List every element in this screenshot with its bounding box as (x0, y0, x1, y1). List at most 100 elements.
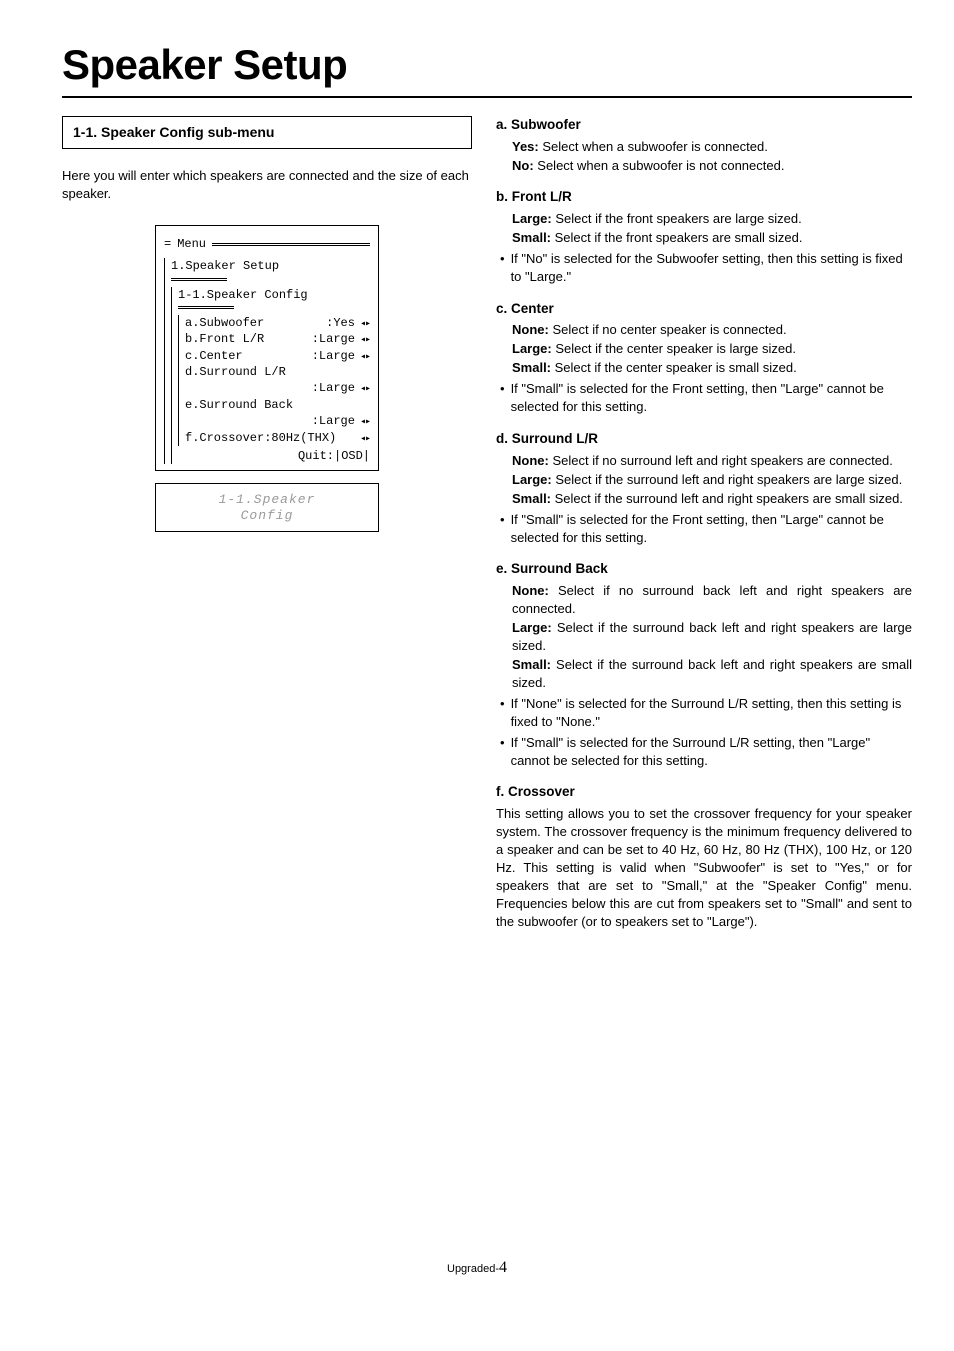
definition-item: None: Select if no surround left and rig… (512, 452, 912, 470)
osd-top-title: 1.Speaker Setup (171, 258, 370, 274)
nav-arrows-icon: ◂▸ (355, 417, 370, 428)
bullet-text: If "Small" is selected for the Front set… (511, 511, 912, 547)
page-title: Speaker Setup (62, 36, 912, 98)
definition-item: No: Select when a subwoofer is not conne… (512, 157, 912, 175)
lcd-display: 1-1.Speaker Config (155, 483, 379, 532)
bullet-text: If "None" is selected for the Surround L… (511, 695, 912, 731)
osd-row: b.Front L/R :Large ◂▸ (185, 331, 370, 348)
osd-row: c.Center :Large ◂▸ (185, 348, 370, 365)
osd-row-value: ◂▸ (355, 430, 370, 447)
osd-sub-title: 1-1.Speaker Config (178, 287, 370, 303)
definition-item: None: Select if no surround back left an… (512, 582, 912, 618)
osd-screen: = Menu 1.Speaker Setup 1-1.Speaker Confi… (155, 225, 379, 471)
nav-arrows-icon: ◂▸ (355, 319, 370, 330)
definition-list: None: Select if no surround left and rig… (496, 452, 912, 508)
definition-term: Large: (512, 211, 552, 226)
definition-item: Large: Select if the surround back left … (512, 619, 912, 655)
definition-term: Large: (512, 472, 552, 487)
osd-row: d.Surround L/R (185, 364, 370, 380)
definition-list: Large: Select if the front speakers are … (496, 210, 912, 247)
osd-menu-label: Menu (177, 236, 206, 252)
intro-text: Here you will enter which speakers are c… (62, 167, 472, 203)
section-crossover: f. Crossover This setting allows you to s… (496, 783, 912, 930)
osd-row-value: :Large ◂▸ (312, 331, 370, 348)
section: c. Center None: Select if no center speak… (496, 300, 912, 416)
definition-term: Yes: (512, 139, 539, 154)
definition-term: Small: (512, 657, 551, 672)
osd-divider-1 (171, 278, 227, 281)
osd-row: a.Subwoofer :Yes ◂▸ (185, 315, 370, 332)
page-footer: Upgraded-4 (0, 1257, 954, 1279)
osd-row-label: c.Center (185, 348, 243, 364)
osd-row-value: :Large ◂▸ (312, 348, 370, 365)
section-heading: a. Subwoofer (496, 116, 912, 135)
section-heading: c. Center (496, 300, 912, 319)
bullet-text: If "Small" is selected for the Front set… (511, 380, 912, 416)
section-heading: b. Front L/R (496, 188, 912, 207)
osd-rows: a.Subwoofer:Yes ◂▸b.Front L/R:Large ◂▸c.… (178, 315, 370, 446)
nav-arrows-icon: ◂▸ (355, 384, 370, 395)
osd-row-label: a.Subwoofer (185, 315, 264, 331)
footer-page-number: 4 (499, 1259, 507, 1276)
bullet-note: If "No" is selected for the Subwoofer se… (496, 250, 912, 286)
section: d. Surround L/R None: Select if no surrou… (496, 430, 912, 546)
osd-row-label: f.Crossover:80Hz(THX) (185, 430, 336, 446)
section: b. Front L/R Large: Select if the front s… (496, 188, 912, 285)
definition-item: Small: Select if the center speaker is s… (512, 359, 912, 377)
bullet-note: If "Small" is selected for the Front set… (496, 380, 912, 416)
section-heading: d. Surround L/R (496, 430, 912, 449)
definition-item: Large: Select if the center speaker is l… (512, 340, 912, 358)
footer-label: Upgraded- (447, 1263, 499, 1275)
definition-term: None: (512, 322, 549, 337)
definition-term: Small: (512, 230, 551, 245)
bullet-text: If "No" is selected for the Subwoofer se… (511, 250, 912, 286)
definition-item: Small: Select if the surround left and r… (512, 490, 912, 508)
osd-quit: Quit:|OSD| (178, 448, 370, 464)
crossover-body: This setting allows you to set the cross… (496, 805, 912, 931)
right-column: a. Subwoofer Yes: Select when a subwoofer… (496, 116, 912, 945)
definition-term: None: (512, 583, 549, 598)
osd-row: f.Crossover:80Hz(THX) ◂▸ (185, 430, 370, 447)
definition-list: None: Select if no center speaker is con… (496, 321, 912, 377)
osd-row: :Large ◂▸ (185, 380, 370, 397)
osd-row-value: :Yes ◂▸ (326, 315, 370, 332)
definition-item: None: Select if no center speaker is con… (512, 321, 912, 339)
osd-row-value: :Large ◂▸ (312, 413, 370, 430)
nav-arrows-icon: ◂▸ (355, 335, 370, 346)
section: a. Subwoofer Yes: Select when a subwoofer… (496, 116, 912, 175)
osd-row-value: :Large ◂▸ (312, 380, 370, 397)
nav-arrows-icon: ◂▸ (355, 434, 370, 445)
osd-row: :Large ◂▸ (185, 413, 370, 430)
definition-term: Large: (512, 341, 552, 356)
lcd-line-1: 1-1.Speaker (164, 492, 370, 508)
bullet-note: If "Small" is selected for the Front set… (496, 511, 912, 547)
bullet-note: If "None" is selected for the Surround L… (496, 695, 912, 731)
definition-term: None: (512, 453, 549, 468)
definition-term: No: (512, 158, 534, 173)
bullet-text: If "Small" is selected for the Surround … (511, 734, 912, 770)
osd-row-label: d.Surround L/R (185, 364, 286, 380)
bullet-note: If "Small" is selected for the Surround … (496, 734, 912, 770)
definition-list: Yes: Select when a subwoofer is connecte… (496, 138, 912, 175)
osd-menu-eq: = (164, 236, 171, 252)
osd-row-label: b.Front L/R (185, 331, 264, 347)
definition-list: None: Select if no surround back left an… (496, 582, 912, 692)
osd-row-label: e.Surround Back (185, 397, 293, 413)
definition-item: Small: Select if the surround back left … (512, 656, 912, 692)
definition-item: Small: Select if the front speakers are … (512, 229, 912, 247)
definition-item: Yes: Select when a subwoofer is connecte… (512, 138, 912, 156)
definition-term: Large: (512, 620, 552, 635)
section-heading: f. Crossover (496, 783, 912, 802)
left-column: 1-1. Speaker Config sub-menu Here you wi… (62, 116, 472, 945)
osd-menu-rule (212, 243, 370, 246)
section: e. Surround Back None: Select if no surro… (496, 560, 912, 769)
definition-term: Small: (512, 360, 551, 375)
osd-row: e.Surround Back (185, 397, 370, 413)
lcd-line-2: Config (164, 508, 370, 524)
definition-item: Large: Select if the surround left and r… (512, 471, 912, 489)
submenu-title: 1-1. Speaker Config sub-menu (62, 116, 472, 149)
nav-arrows-icon: ◂▸ (355, 352, 370, 363)
definition-term: Small: (512, 491, 551, 506)
section-heading: e. Surround Back (496, 560, 912, 579)
definition-item: Large: Select if the front speakers are … (512, 210, 912, 228)
